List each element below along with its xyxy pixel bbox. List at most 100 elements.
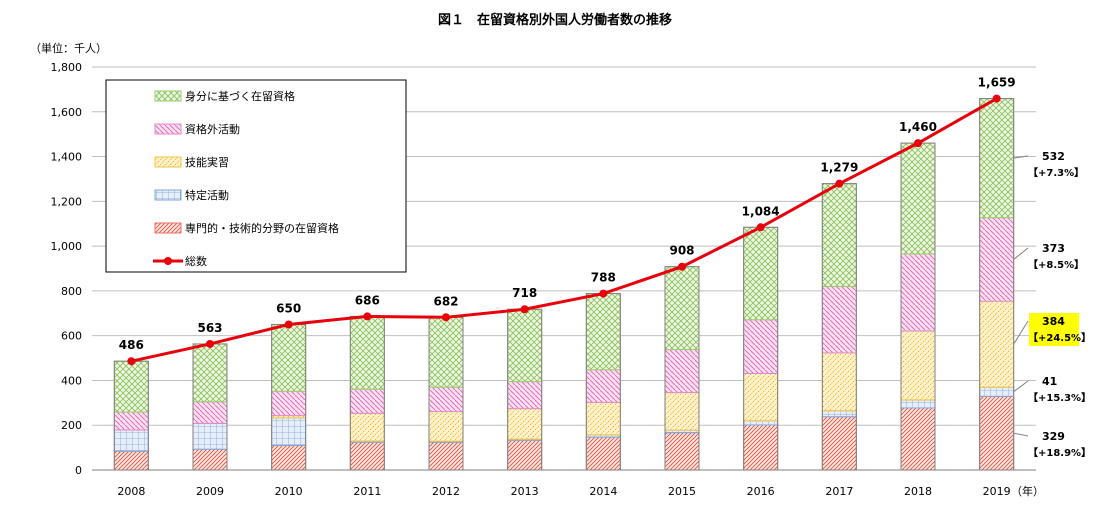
- bar-segment: [585, 436, 621, 471]
- bar-segment: [743, 319, 779, 375]
- y-tick-label: 400: [61, 374, 82, 387]
- total-data-label: 686: [355, 293, 380, 307]
- total-marker: [992, 94, 1001, 103]
- y-tick-label: 1,000: [51, 240, 83, 253]
- callout-change: 【+24.5%】: [1028, 331, 1091, 344]
- legend-swatch: [154, 156, 182, 168]
- bar-segment: [979, 386, 1015, 397]
- legend-swatch: [154, 123, 182, 135]
- bar-segment: [192, 401, 228, 424]
- bar-segment: [900, 330, 936, 401]
- bar-segment: [821, 416, 857, 471]
- total-data-label: 908: [669, 244, 694, 258]
- bar-segment: [271, 444, 307, 471]
- y-tick-label: 1,200: [51, 195, 83, 208]
- legend-frame: [105, 79, 407, 273]
- legend-swatch: [154, 222, 182, 234]
- y-tick-label: 1,400: [51, 151, 83, 164]
- total-line-layer: 486 563 650 686 682 718 788 908 1,084 1,279 1,460 1…: [119, 76, 1016, 366]
- callout-change: 【+15.3%】: [1028, 391, 1091, 404]
- total-marker: [914, 139, 922, 148]
- bar-segment: [271, 417, 307, 446]
- callout-value: 329: [1042, 430, 1065, 443]
- bar-segment: [349, 412, 385, 442]
- callout-change: 【+8.5%】: [1028, 258, 1084, 271]
- bar-segment: [900, 253, 936, 332]
- total-data-label: 1,279: [820, 161, 858, 175]
- callout-line: [1013, 155, 1029, 159]
- bar-segment: [821, 410, 857, 418]
- x-tick-label: 2015: [668, 485, 696, 498]
- y-tick-label: 600: [61, 330, 82, 343]
- bar-segment: [900, 399, 936, 409]
- x-tick-label: 2011: [353, 485, 381, 498]
- legend-line-marker: [164, 257, 172, 265]
- callout-line: [1013, 380, 1029, 393]
- bar-segment: [900, 142, 936, 255]
- bar-segment: [979, 395, 1015, 471]
- bar-segment: [979, 217, 1015, 302]
- legend-label: 技能実習: [185, 155, 229, 169]
- total-data-label: 682: [433, 294, 458, 308]
- total-data-label: 1,460: [899, 120, 937, 134]
- total-marker: [599, 289, 608, 298]
- bar-segment: [743, 424, 779, 471]
- bar-segment: [507, 439, 543, 471]
- total-data-label: 1,659: [978, 76, 1016, 90]
- bar-segment: [821, 285, 857, 354]
- legend-label: 資格外活動: [185, 122, 240, 136]
- bar-segment: [900, 407, 936, 471]
- total-data-label: 650: [276, 301, 301, 315]
- callout-highlight: [1029, 313, 1079, 346]
- total-marker: [835, 179, 844, 188]
- bar-segment: [743, 373, 779, 422]
- callout-value: 41: [1042, 375, 1057, 388]
- y-tick-label: 200: [61, 419, 82, 432]
- callout-line: [1013, 247, 1029, 260]
- bar-segment: [507, 381, 543, 410]
- bar-segment: [585, 369, 621, 403]
- callout-change: 【+18.9%】: [1028, 446, 1091, 459]
- x-tick-label: 2013: [511, 485, 539, 498]
- total-marker: [442, 313, 450, 322]
- bar-segment: [743, 420, 779, 426]
- total-marker: [206, 339, 214, 348]
- bar-segment: [664, 266, 700, 351]
- bar-segment: [113, 429, 149, 452]
- x-tick-label: 2014: [589, 485, 617, 498]
- total-data-label: 486: [119, 338, 144, 352]
- legend-label: 専門的・技術的分野の在留資格: [185, 221, 339, 235]
- bars-layer: [113, 98, 1015, 471]
- bar-segment: [349, 315, 385, 390]
- x-tick-label: 2017: [825, 485, 853, 498]
- bar-segment: [271, 323, 307, 392]
- legend-swatch: [154, 189, 182, 201]
- y-tick-label: 1,800: [51, 61, 83, 74]
- bar-segment: [821, 352, 857, 412]
- legend-label: 身分に基づく在留資格: [185, 89, 295, 103]
- legend-swatch: [154, 90, 182, 102]
- total-marker: [127, 357, 136, 366]
- total-data-label: 718: [512, 286, 537, 300]
- annotation-layer: 532 【+7.3%】 373 【+8.5%】 384 【+24.5%】 41 【+15.3%…: [1013, 150, 1091, 459]
- unit-label: （単位：千人）: [30, 41, 107, 55]
- callout-value: 373: [1042, 242, 1065, 255]
- bar-segment: [743, 226, 779, 321]
- bar-segment: [664, 349, 700, 394]
- total-data-label: 788: [591, 271, 616, 285]
- y-tick-label: 800: [61, 285, 82, 298]
- bar-segment: [113, 450, 149, 471]
- bar-segment: [428, 386, 464, 413]
- bar-segment: [428, 411, 464, 442]
- bar-segment: [821, 183, 857, 287]
- bar-segment: [585, 293, 621, 371]
- total-marker: [363, 312, 372, 321]
- y-tick-label: 1,600: [51, 106, 83, 119]
- legend-label: 総数: [185, 254, 207, 268]
- bar-segment: [349, 441, 385, 471]
- total-marker: [756, 223, 765, 232]
- bar-segment: [113, 411, 149, 431]
- bar-segment: [428, 441, 464, 471]
